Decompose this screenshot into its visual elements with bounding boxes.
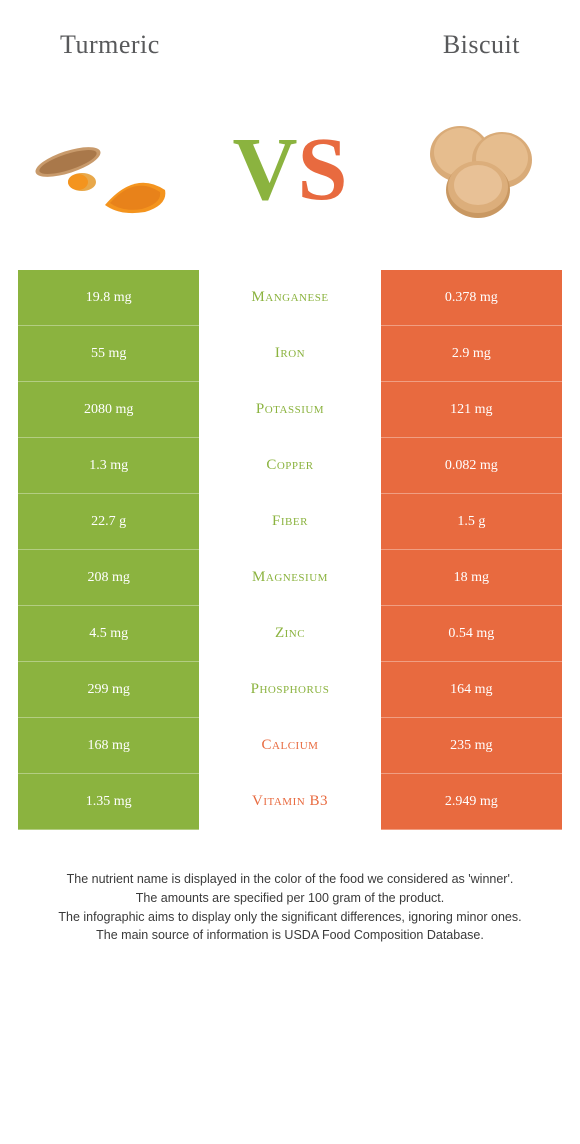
value-right: 0.54 mg xyxy=(381,606,562,662)
title-left: Turmeric xyxy=(60,30,160,60)
table-row: 22.7 gFiber1.5 g xyxy=(18,494,562,550)
table-row: 299 mgPhosphorus164 mg xyxy=(18,662,562,718)
table-row: 1.35 mgVitamin B32.949 mg xyxy=(18,774,562,830)
table-row: 208 mgMagnesium18 mg xyxy=(18,550,562,606)
table-row: 168 mgCalcium235 mg xyxy=(18,718,562,774)
nutrient-label: Zinc xyxy=(199,606,380,662)
nutrient-table: 19.8 mgManganese0.378 mg55 mgIron2.9 mg2… xyxy=(18,270,562,830)
value-left: 55 mg xyxy=(18,326,199,382)
nutrient-label: Magnesium xyxy=(199,550,380,606)
value-right: 235 mg xyxy=(381,718,562,774)
value-left: 22.7 g xyxy=(18,494,199,550)
nutrient-label: Fiber xyxy=(199,494,380,550)
table-row: 19.8 mgManganese0.378 mg xyxy=(18,270,562,326)
value-right: 164 mg xyxy=(381,662,562,718)
nutrient-label: Copper xyxy=(199,438,380,494)
value-right: 0.378 mg xyxy=(381,270,562,326)
value-left: 299 mg xyxy=(18,662,199,718)
nutrient-label: Iron xyxy=(199,326,380,382)
biscuit-icon xyxy=(400,120,550,220)
vs-s: S xyxy=(297,120,347,219)
hero-row: VS xyxy=(0,80,580,270)
turmeric-icon xyxy=(30,120,180,220)
value-left: 208 mg xyxy=(18,550,199,606)
value-left: 2080 mg xyxy=(18,382,199,438)
footer-notes: The nutrient name is displayed in the co… xyxy=(0,830,580,945)
footer-line: The amounts are specified per 100 gram o… xyxy=(30,889,550,908)
table-row: 2080 mgPotassium121 mg xyxy=(18,382,562,438)
table-row: 4.5 mgZinc0.54 mg xyxy=(18,606,562,662)
value-left: 4.5 mg xyxy=(18,606,199,662)
value-right: 1.5 g xyxy=(381,494,562,550)
value-right: 0.082 mg xyxy=(381,438,562,494)
nutrient-label: Potassium xyxy=(199,382,380,438)
footer-line: The main source of information is USDA F… xyxy=(30,926,550,945)
title-right: Biscuit xyxy=(443,30,520,60)
value-left: 1.35 mg xyxy=(18,774,199,830)
vs-label: VS xyxy=(232,125,347,215)
value-right: 2.949 mg xyxy=(381,774,562,830)
nutrient-label: Phosphorus xyxy=(199,662,380,718)
footer-line: The nutrient name is displayed in the co… xyxy=(30,870,550,889)
vs-v: V xyxy=(232,120,297,219)
footer-line: The infographic aims to display only the… xyxy=(30,908,550,927)
nutrient-label: Manganese xyxy=(199,270,380,326)
value-right: 18 mg xyxy=(381,550,562,606)
value-right: 121 mg xyxy=(381,382,562,438)
value-left: 19.8 mg xyxy=(18,270,199,326)
header: Turmeric Biscuit xyxy=(0,0,580,80)
nutrient-label: Vitamin B3 xyxy=(199,774,380,830)
table-row: 55 mgIron2.9 mg xyxy=(18,326,562,382)
value-right: 2.9 mg xyxy=(381,326,562,382)
table-row: 1.3 mgCopper0.082 mg xyxy=(18,438,562,494)
value-left: 1.3 mg xyxy=(18,438,199,494)
nutrient-label: Calcium xyxy=(199,718,380,774)
value-left: 168 mg xyxy=(18,718,199,774)
